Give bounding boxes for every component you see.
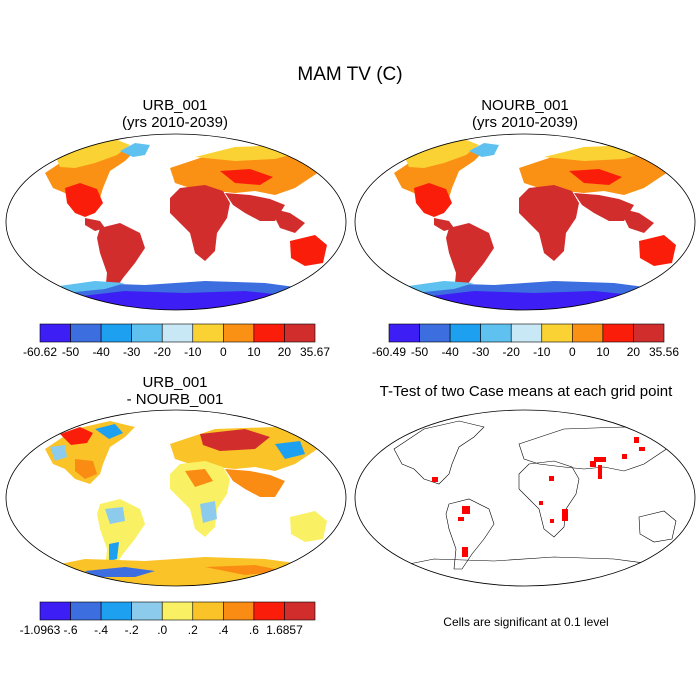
panel-title-ttest: T-Test of two Case means at each grid po… — [379, 383, 673, 400]
panel-title-line2: (yrs 2010-2039) — [122, 114, 228, 131]
colorbar-swatch — [161, 323, 194, 343]
significance-note: Cells are significant at 0.1 level — [443, 615, 609, 629]
colorbar-label: 20 — [278, 345, 292, 357]
panel-title-line2: (yrs 2010-2039) — [472, 114, 578, 131]
colorbar-label: 0 — [569, 345, 576, 357]
colorbar-swatch — [510, 323, 543, 343]
colorbar-label: -.2 — [125, 623, 139, 635]
colorbar-label: -40 — [92, 345, 110, 357]
colorbar-nourb: -60.49 -50 -40 -30 -20 -10 0 10 20 35.56 — [372, 323, 679, 357]
colorbar-label: -10 — [184, 345, 202, 357]
colorbar-label: .0 — [157, 623, 167, 635]
colorbar-swatch — [39, 601, 71, 621]
colorbar-label: 10 — [247, 345, 261, 357]
colorbar-label: -30 — [472, 345, 490, 357]
colorbar-swatch — [602, 323, 634, 343]
panel-title-line1: URB_001 — [142, 97, 208, 114]
map-fill-diff — [6, 410, 346, 586]
map-border — [354, 409, 696, 587]
colorbar-label: .2 — [188, 623, 198, 635]
map-diff — [5, 409, 347, 587]
colorbar-diff: -1.0963 -.6 -.4 -.2 .0 .2 .4 .6 1.6857 — [20, 601, 316, 635]
colorbar-swatch — [100, 323, 132, 343]
colorbar-swatch — [192, 601, 224, 621]
panel-title-diff: URB_001 - NOURB_001 — [40, 374, 310, 408]
colorbar-label: 0 — [220, 345, 227, 357]
map-fill-ttest — [355, 410, 695, 586]
map-fill-nourb — [355, 134, 695, 310]
colorbar-label: 35.67 — [300, 345, 330, 357]
map-border — [5, 409, 347, 587]
colorbar-label: 20 — [627, 345, 641, 357]
colorbar-label: -30 — [123, 345, 141, 357]
map-urb — [5, 133, 347, 311]
panel-title-line1: URB_001 — [142, 374, 208, 391]
panel-title-line1: NOURB_001 — [481, 97, 569, 114]
colorbar-label: -10 — [533, 345, 551, 357]
colorbar-label: .6 — [249, 623, 259, 635]
colorbar-swatch — [572, 323, 604, 343]
colorbar-label: -.6 — [64, 623, 78, 635]
colorbar-swatch — [192, 323, 224, 343]
colorbar-swatch — [70, 601, 102, 621]
map-ttest — [354, 409, 696, 587]
colorbar-swatch — [70, 323, 102, 343]
colorbar-swatch — [388, 323, 420, 343]
colorbar-swatch — [131, 601, 163, 621]
colorbar-label: -20 — [503, 345, 521, 357]
colorbar-label: 1.6857 — [266, 623, 303, 635]
panel-title-urb: URB_001 (yrs 2010-2039) — [40, 97, 310, 131]
colorbar-label: 35.56 — [649, 345, 679, 357]
colorbar-label: -1.0963 — [20, 623, 61, 635]
map-border — [5, 133, 347, 311]
colorbar-swatch — [223, 601, 255, 621]
colorbar-swatch — [419, 323, 451, 343]
colorbar-swatch — [480, 323, 512, 343]
colorbar-label: -40 — [441, 345, 459, 357]
colorbar-swatch — [449, 323, 481, 343]
colorbar-label: -20 — [154, 345, 172, 357]
colorbar-label: .4 — [218, 623, 228, 635]
colorbar-swatch — [100, 601, 132, 621]
colorbar-label: -.4 — [94, 623, 108, 635]
panel-title-nourb: NOURB_001 (yrs 2010-2039) — [390, 97, 660, 131]
colorbar-label: -50 — [62, 345, 80, 357]
colorbar-swatch — [541, 323, 573, 343]
colorbar-swatch — [161, 601, 194, 621]
colorbar-label: 10 — [596, 345, 610, 357]
colorbar-label: -60.49 — [372, 345, 406, 357]
map-border — [354, 133, 696, 311]
panel-title-line2: - NOURB_001 — [126, 391, 224, 408]
colorbar-swatch — [284, 323, 316, 343]
colorbar-swatch — [131, 323, 163, 343]
colorbar-swatch — [223, 323, 255, 343]
colorbar-swatch — [253, 323, 285, 343]
map-nourb — [354, 133, 696, 311]
colorbar-label: -60.62 — [23, 345, 57, 357]
colorbar-swatch — [39, 323, 71, 343]
colorbar-swatch — [253, 601, 285, 621]
figure-title: MAM TV (C) — [297, 64, 403, 85]
colorbar-swatch — [284, 601, 316, 621]
colorbar-urb: -60.62 -50 -40 -30 -20 -10 0 10 20 35.67 — [23, 323, 330, 357]
colorbar-label: -50 — [411, 345, 429, 357]
colorbar-swatch — [633, 323, 665, 343]
